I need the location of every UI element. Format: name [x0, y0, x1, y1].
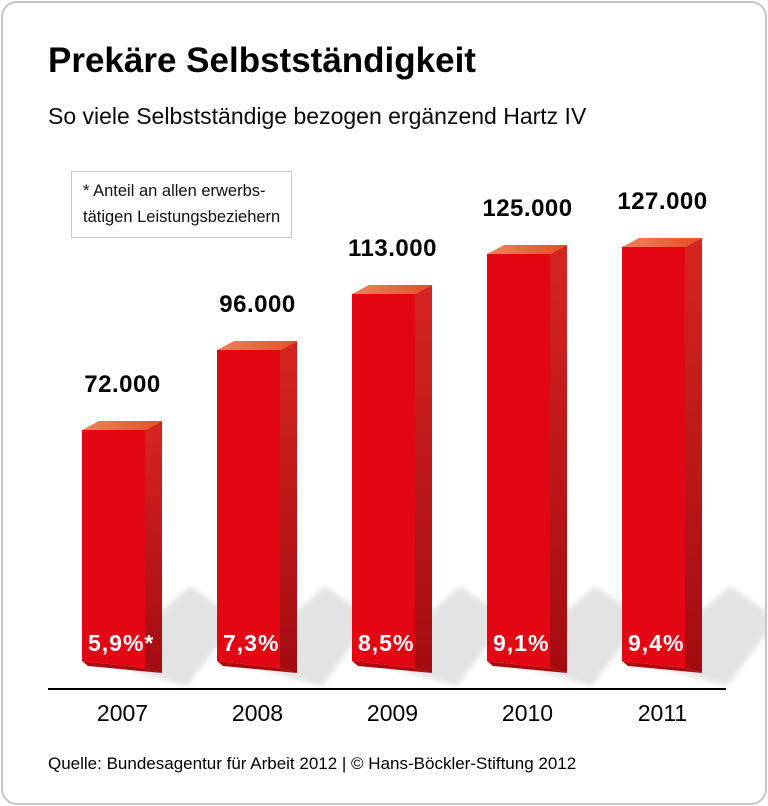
bar-top-face: [352, 285, 432, 294]
bar-right-face: [550, 245, 567, 673]
bar-front-face: [622, 247, 685, 668]
x-axis-line: [48, 688, 726, 690]
bar-bottom-face: [352, 661, 432, 673]
bar-percent-label: 5,9%*: [88, 630, 155, 656]
x-tick-label: 2007: [96, 700, 149, 726]
x-tick-label: 2009: [366, 700, 419, 726]
bar-chart-canvas: [82, 238, 765, 686]
x-tick-label: 2011: [637, 700, 688, 726]
bar-right-face: [415, 285, 432, 673]
bar-front-face: [217, 350, 280, 668]
bar-top-face: [487, 245, 567, 254]
bar-percent-label: 9,1%: [493, 630, 550, 656]
bar-bottom-face: [217, 661, 297, 673]
footnote-box: * Anteil an allen erwerbs- tätigen Leist…: [71, 171, 293, 238]
bar-right-face: [685, 238, 702, 673]
bar-right-face: [145, 421, 162, 673]
bar-top-face: [217, 341, 297, 350]
bar-value-label: 113.000: [348, 235, 437, 262]
chart-title: Prekäre Selbstständigkeit: [48, 41, 476, 80]
footnote-line-1: * Anteil an allen erwerbs-: [83, 182, 266, 200]
bars: [82, 238, 702, 673]
chart-subtitle: So viele Selbstständige bezogen ergänzen…: [48, 103, 587, 129]
bar-front-face: [487, 254, 550, 668]
bar-value-label: 96.000: [219, 291, 296, 318]
bar-percent-label: 9,4%: [628, 630, 685, 656]
x-tick-label: 2008: [231, 700, 284, 726]
footnote-line-2: tätigen Leistungsbeziehern: [83, 208, 281, 226]
bar-value-label: 125.000: [482, 195, 573, 222]
bar-percent-label: 8,5%: [358, 630, 415, 656]
bar-value-label: 127.000: [617, 188, 708, 215]
source-line: Quelle: Bundesagentur für Arbeit 2012 | …: [48, 754, 577, 773]
bar-bottom-face: [82, 661, 162, 673]
x-tick-label: 2010: [501, 700, 554, 726]
bar-percent-label: 7,3%: [223, 630, 280, 656]
bar-front-face: [352, 294, 415, 668]
bar-right-face: [280, 341, 297, 673]
bar-top-face: [82, 421, 162, 430]
bar-shadows: [102, 586, 765, 686]
bar-bottom-face: [622, 661, 702, 673]
bar-value-label: 72.000: [84, 371, 161, 398]
bar-bottom-face: [487, 661, 567, 673]
bar-front-face: [82, 430, 145, 668]
bar-top-face: [622, 238, 702, 247]
